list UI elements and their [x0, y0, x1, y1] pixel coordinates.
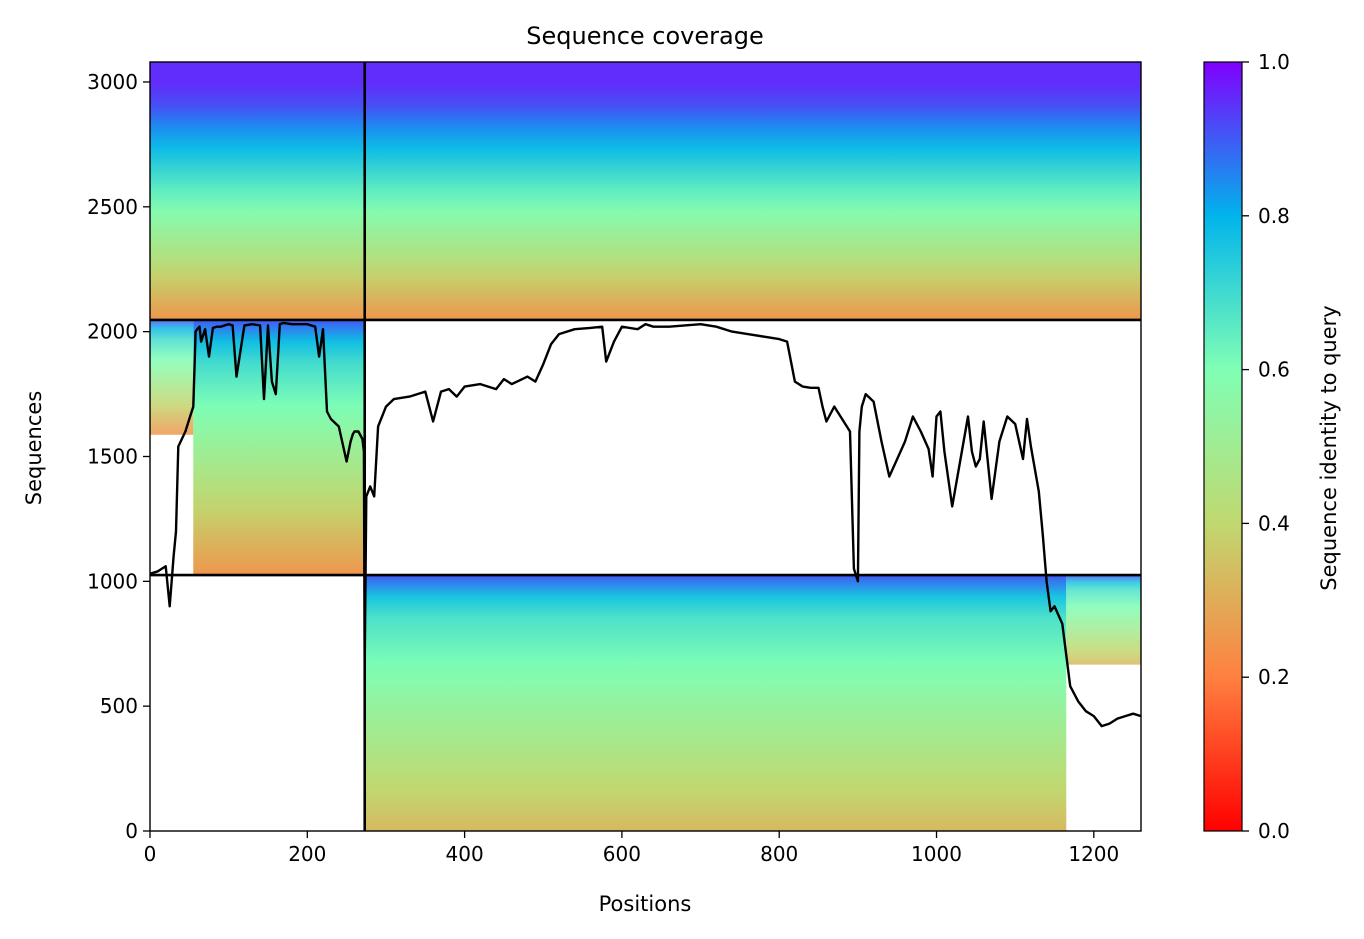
y-tick-label: 0 — [125, 819, 138, 843]
x-tick-label: 0 — [144, 842, 157, 866]
colorbar — [1203, 61, 1243, 832]
colorbar-tick-label: 0.6 — [1258, 358, 1290, 382]
x-axis-label: Positions — [599, 892, 692, 916]
colorbar-tick-label: 0.2 — [1258, 665, 1290, 689]
colorbar-tick-label: 0.0 — [1258, 819, 1290, 843]
y-axis-ticks: 0 500 1000 1500 2000 2500 3000 — [87, 70, 150, 843]
x-tick-label: 600 — [603, 842, 641, 866]
coverage-block — [150, 62, 1141, 320]
y-tick-label: 3000 — [87, 70, 138, 94]
coverage-block-fringe — [150, 319, 194, 435]
x-tick-label: 1000 — [911, 842, 962, 866]
x-tick-label: 400 — [446, 842, 484, 866]
y-tick-label: 500 — [100, 694, 138, 718]
y-tick-label: 2000 — [87, 320, 138, 344]
colorbar-tick-label: 0.8 — [1258, 204, 1290, 228]
y-tick-label: 1500 — [87, 444, 138, 468]
coverage-block-fill — [364, 575, 1067, 831]
colorbar-ticks: 0.0 0.2 0.4 0.6 0.8 1.0 — [1242, 50, 1290, 843]
x-tick-label: 1200 — [1068, 842, 1119, 866]
chart-title: Sequence coverage — [526, 22, 763, 50]
coverage-block — [150, 319, 365, 576]
x-tick-label: 200 — [288, 842, 326, 866]
coverage-block-fill — [150, 62, 1141, 320]
plot-frame — [149, 61, 1142, 832]
coverage-block-fill — [193, 319, 365, 576]
chain-boundary-lines — [150, 62, 1141, 831]
x-tick-label: 800 — [760, 842, 798, 866]
colorbar-tick-label: 0.4 — [1258, 511, 1290, 535]
coverage-line — [150, 321, 1141, 728]
x-axis-ticks: 0 200 400 600 800 1000 1200 — [144, 831, 1119, 866]
y-axis-label: Sequences — [22, 391, 46, 506]
colorbar-tick-label: 1.0 — [1258, 50, 1290, 74]
colorbar-label: Sequence identity to query — [1317, 305, 1341, 590]
y-tick-label: 1000 — [87, 569, 138, 593]
heatmap-area — [150, 62, 1141, 831]
coverage-line-layer — [150, 321, 1141, 728]
coverage-block-fringe — [1066, 575, 1141, 665]
y-tick-label: 2500 — [87, 195, 138, 219]
coverage-block — [364, 575, 1141, 831]
